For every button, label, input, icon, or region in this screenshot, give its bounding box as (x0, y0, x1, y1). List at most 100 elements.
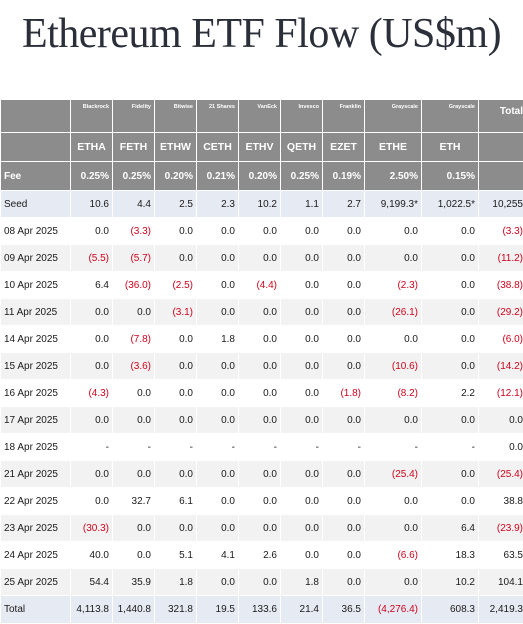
flow-cell: 0.0 (239, 299, 281, 326)
flow-cell: 0.0 (239, 218, 281, 245)
flow-cell: 1.8 (197, 326, 239, 353)
flow-cell: 0.0 (323, 245, 365, 272)
flow-cell: 0.0 (281, 245, 323, 272)
flow-cell: 0.0 (422, 218, 479, 245)
flow-cell: 6.4 (422, 515, 479, 542)
flow-cell: 19.5 (197, 596, 239, 624)
row-label: 22 Apr 2025 (1, 488, 71, 515)
flow-cell: 0.0 (365, 326, 422, 353)
row-total-cell: 104.1 (479, 569, 523, 596)
row-label: 14 Apr 2025 (1, 326, 71, 353)
flow-cell: 0.0 (197, 272, 239, 299)
flow-cell: 0.0 (239, 461, 281, 488)
flow-cell: 0.0 (155, 218, 197, 245)
row-total-cell: (23.9) (479, 515, 523, 542)
flow-cell: 18.3 (422, 542, 479, 569)
flow-cell: 0.0 (422, 353, 479, 380)
ticker-header: EZET (323, 133, 365, 162)
flow-cell: 0.0 (323, 326, 365, 353)
flow-cell: 0.0 (323, 272, 365, 299)
flow-cell: 0.0 (113, 515, 155, 542)
flow-cell: 0.0 (239, 353, 281, 380)
flow-cell: (26.1) (365, 299, 422, 326)
flow-cell: 2.6 (239, 542, 281, 569)
flow-cell: 0.0 (365, 407, 422, 434)
flow-cell: (36.0) (113, 272, 155, 299)
flow-cell: 0.0 (197, 380, 239, 407)
flow-cell: 0.0 (422, 407, 479, 434)
flow-cell: 0.0 (71, 326, 113, 353)
flow-cell: 0.0 (281, 353, 323, 380)
total-header: Total (479, 100, 523, 133)
row-total-cell: (3.3) (479, 218, 523, 245)
flow-cell: 0.0 (239, 380, 281, 407)
flow-cell: 1.8 (155, 569, 197, 596)
fee-value: 0.15% (422, 162, 479, 191)
flow-cell: 0.0 (113, 380, 155, 407)
row-total-cell: (12.1) (479, 380, 523, 407)
flow-cell: 35.9 (113, 569, 155, 596)
flow-cell: 0.0 (197, 488, 239, 515)
flow-cell: 21.4 (281, 596, 323, 624)
flow-cell: 0.0 (155, 353, 197, 380)
flow-cell: 0.0 (323, 542, 365, 569)
flow-cell: 0.0 (239, 515, 281, 542)
ticker-header: FETH (113, 133, 155, 162)
ticker-header: QETH (281, 133, 323, 162)
row-label: 24 Apr 2025 (1, 542, 71, 569)
flow-cell: 0.0 (422, 299, 479, 326)
flow-cell: 0.0 (155, 515, 197, 542)
row-label: Total (1, 596, 71, 624)
flow-cell: 0.0 (155, 461, 197, 488)
row-total-cell: (25.4) (479, 461, 523, 488)
flow-cell: - (113, 434, 155, 461)
page-title: Ethereum ETF Flow (US$m) (0, 10, 523, 58)
flow-cell: 0.0 (197, 569, 239, 596)
flow-cell: 0.0 (323, 299, 365, 326)
flow-cell: 0.0 (113, 407, 155, 434)
row-total-cell: (11.2) (479, 245, 523, 272)
flow-cell: 2.7 (323, 191, 365, 218)
flow-cell: 0.0 (197, 353, 239, 380)
flow-cell: 133.6 (239, 596, 281, 624)
flow-cell: 321.8 (155, 596, 197, 624)
row-label: 11 Apr 2025 (1, 299, 71, 326)
flow-cell: 0.0 (422, 461, 479, 488)
flow-cell: 0.0 (365, 488, 422, 515)
fee-value: 0.19% (323, 162, 365, 191)
flow-cell: 2.3 (197, 191, 239, 218)
fee-value: 0.25% (113, 162, 155, 191)
flow-cell: 0.0 (281, 461, 323, 488)
flow-cell: 0.0 (197, 407, 239, 434)
flow-cell: - (239, 434, 281, 461)
flow-cell: - (197, 434, 239, 461)
flow-cell: 0.0 (281, 488, 323, 515)
row-label: 08 Apr 2025 (1, 218, 71, 245)
flow-cell: (4.3) (71, 380, 113, 407)
row-label: 17 Apr 2025 (1, 407, 71, 434)
row-total-cell: 63.5 (479, 542, 523, 569)
flow-cell: 0.0 (323, 488, 365, 515)
flow-cell: (7.8) (113, 326, 155, 353)
flow-cell: 0.0 (239, 569, 281, 596)
flow-cell: 2.5 (155, 191, 197, 218)
flow-cell: (4.4) (239, 272, 281, 299)
ticker-corner (1, 133, 71, 162)
flow-cell: 0.0 (239, 326, 281, 353)
row-label: 21 Apr 2025 (1, 461, 71, 488)
flow-cell: 0.0 (113, 542, 155, 569)
flow-cell: (8.2) (365, 380, 422, 407)
ticker-header: ETHV (239, 133, 281, 162)
flow-cell: 4.4 (113, 191, 155, 218)
header-corner (1, 100, 71, 133)
flow-cell: 0.0 (281, 407, 323, 434)
row-label: Seed (1, 191, 71, 218)
row-label: 25 Apr 2025 (1, 569, 71, 596)
